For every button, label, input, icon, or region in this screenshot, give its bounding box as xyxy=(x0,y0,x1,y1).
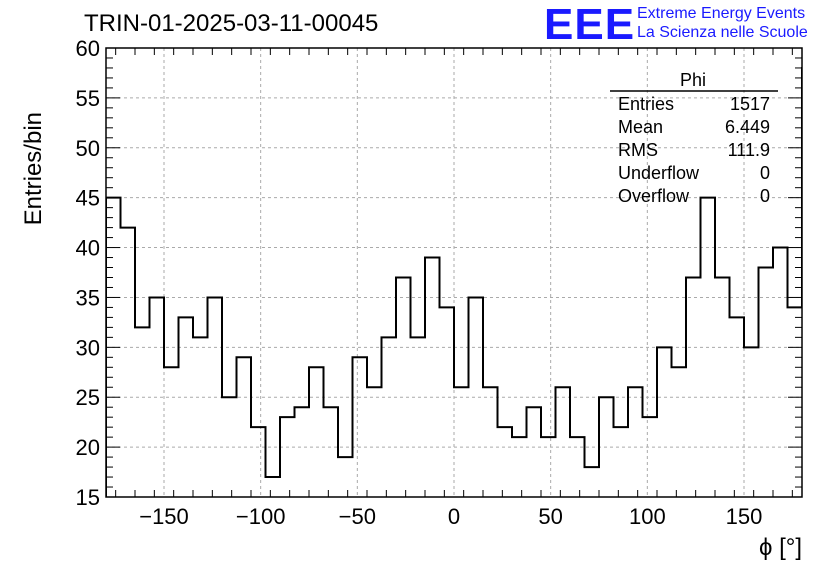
y-tick-label: 25 xyxy=(76,385,100,410)
histogram-bin xyxy=(498,427,513,497)
histogram-bin xyxy=(222,397,237,497)
histogram-step-line xyxy=(106,66,802,497)
y-tick-label: 45 xyxy=(76,186,100,211)
x-tick-label: 0 xyxy=(448,504,460,529)
histogram-bin xyxy=(773,248,788,497)
histogram-bin xyxy=(121,228,136,497)
histogram-bin xyxy=(338,457,353,497)
histogram-bin xyxy=(135,327,150,497)
histogram-bin xyxy=(701,198,716,497)
chart-title: TRIN-01-2025-03-11-00045 xyxy=(84,10,379,37)
stats-label: Overflow xyxy=(618,186,690,206)
y-tick-label: 35 xyxy=(76,285,100,310)
y-tick-label: 30 xyxy=(76,335,100,360)
stats-label: RMS xyxy=(618,140,658,160)
stats-label: Mean xyxy=(618,117,663,137)
x-tick-label: 100 xyxy=(629,504,666,529)
histogram-bin xyxy=(208,297,223,497)
histogram-bin xyxy=(193,337,208,497)
logo-line-1: Extreme Energy Events xyxy=(637,5,806,22)
histogram-bin xyxy=(643,417,658,497)
x-tick-label: 50 xyxy=(538,504,562,529)
eee-logo: EEE Extreme Energy Events La Scienza nel… xyxy=(544,0,834,49)
histogram-bin xyxy=(527,407,542,497)
histogram-bin xyxy=(353,357,368,497)
histogram-bin xyxy=(309,367,324,497)
x-tick-label: −50 xyxy=(339,504,376,529)
stats-value: 0 xyxy=(760,186,770,206)
histogram-bin xyxy=(672,367,687,497)
histogram-bin xyxy=(759,268,774,497)
plot-frame xyxy=(105,47,803,498)
logo-mark: EEE xyxy=(544,0,636,49)
histogram-bin xyxy=(628,387,643,497)
histogram-bin xyxy=(686,277,701,497)
histogram-bin xyxy=(483,387,498,497)
y-tick-label: 20 xyxy=(76,435,100,460)
histogram-bin xyxy=(585,467,600,497)
histogram-bin xyxy=(150,297,165,497)
stats-value: 6.449 xyxy=(725,117,770,137)
histogram-bin xyxy=(411,337,426,497)
x-tick-label: −150 xyxy=(139,504,189,529)
histogram-bin xyxy=(382,337,397,497)
y-tick-label: 50 xyxy=(76,136,100,161)
y-tick-label: 60 xyxy=(76,36,100,61)
histogram-bin xyxy=(570,437,585,497)
histogram-bin xyxy=(730,317,745,497)
histogram-bin xyxy=(744,347,759,497)
x-tick-label: 150 xyxy=(726,504,763,529)
stats-value: 1517 xyxy=(730,94,770,114)
y-tick-label: 15 xyxy=(76,485,100,510)
histogram-bin xyxy=(367,387,382,497)
stats-label: Underflow xyxy=(618,163,700,183)
stats-name: Phi xyxy=(680,70,706,90)
histogram-bin xyxy=(237,357,252,497)
histogram-bin xyxy=(266,477,281,497)
logo-line-2: La Scienza nelle Scuole xyxy=(637,24,808,41)
y-tick-label: 40 xyxy=(76,236,100,261)
x-tick-label: −100 xyxy=(236,504,286,529)
y-tick-label: 55 xyxy=(76,86,100,111)
histogram-bin xyxy=(788,307,803,497)
histogram-bin xyxy=(251,427,266,497)
histogram-bin xyxy=(802,68,817,497)
histogram-bin xyxy=(454,387,469,497)
histogram-bin xyxy=(599,397,614,497)
histogram-bin xyxy=(541,437,556,497)
histogram-bin xyxy=(469,297,484,497)
histogram-bin xyxy=(556,387,571,497)
histogram-bin xyxy=(657,347,672,497)
histogram-bin xyxy=(280,417,295,497)
histogram-bin xyxy=(164,367,179,497)
histogram-bin xyxy=(295,407,310,497)
histogram-bin xyxy=(425,258,440,497)
x-axis-label: ϕ [°] xyxy=(758,534,802,561)
stats-value: 0 xyxy=(760,163,770,183)
histogram-bin xyxy=(179,317,194,497)
histogram-bin xyxy=(715,277,730,497)
stats-label: Entries xyxy=(618,94,674,114)
histogram-bin xyxy=(396,277,411,497)
histogram-bin xyxy=(440,307,455,497)
histogram-bin xyxy=(614,427,629,497)
histogram-bin xyxy=(324,407,339,497)
histogram-bin xyxy=(512,437,527,497)
stats-value: 111.9 xyxy=(728,140,770,160)
